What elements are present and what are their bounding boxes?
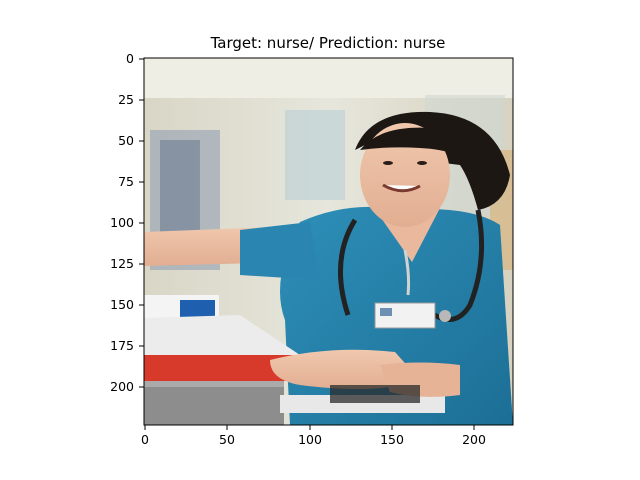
- y-tick-label: 25: [118, 92, 134, 107]
- y-tick-label: 50: [118, 133, 134, 148]
- x-axis: 0 50 100 150 200: [141, 425, 486, 447]
- x-tick-label: 50: [219, 432, 235, 447]
- y-tick-label: 175: [110, 338, 134, 353]
- y-axis: 0 25 50 75 100 125 150 175 200: [110, 51, 144, 394]
- x-tick-label: 150: [380, 432, 404, 447]
- y-tick-label: 200: [110, 379, 134, 394]
- x-tick-label: 0: [141, 432, 149, 447]
- y-tick-label: 125: [110, 256, 134, 271]
- axes-frame: [143, 57, 514, 426]
- y-tick-label: 100: [110, 215, 134, 230]
- plot-title: Target: nurse/ Prediction: nurse: [210, 34, 446, 52]
- photo: [144, 58, 513, 425]
- y-tick-label: 150: [110, 297, 134, 312]
- x-tick-label: 200: [462, 432, 486, 447]
- y-tick-label: 75: [118, 174, 134, 189]
- y-tick-label: 0: [126, 51, 134, 66]
- x-tick-label: 100: [298, 432, 322, 447]
